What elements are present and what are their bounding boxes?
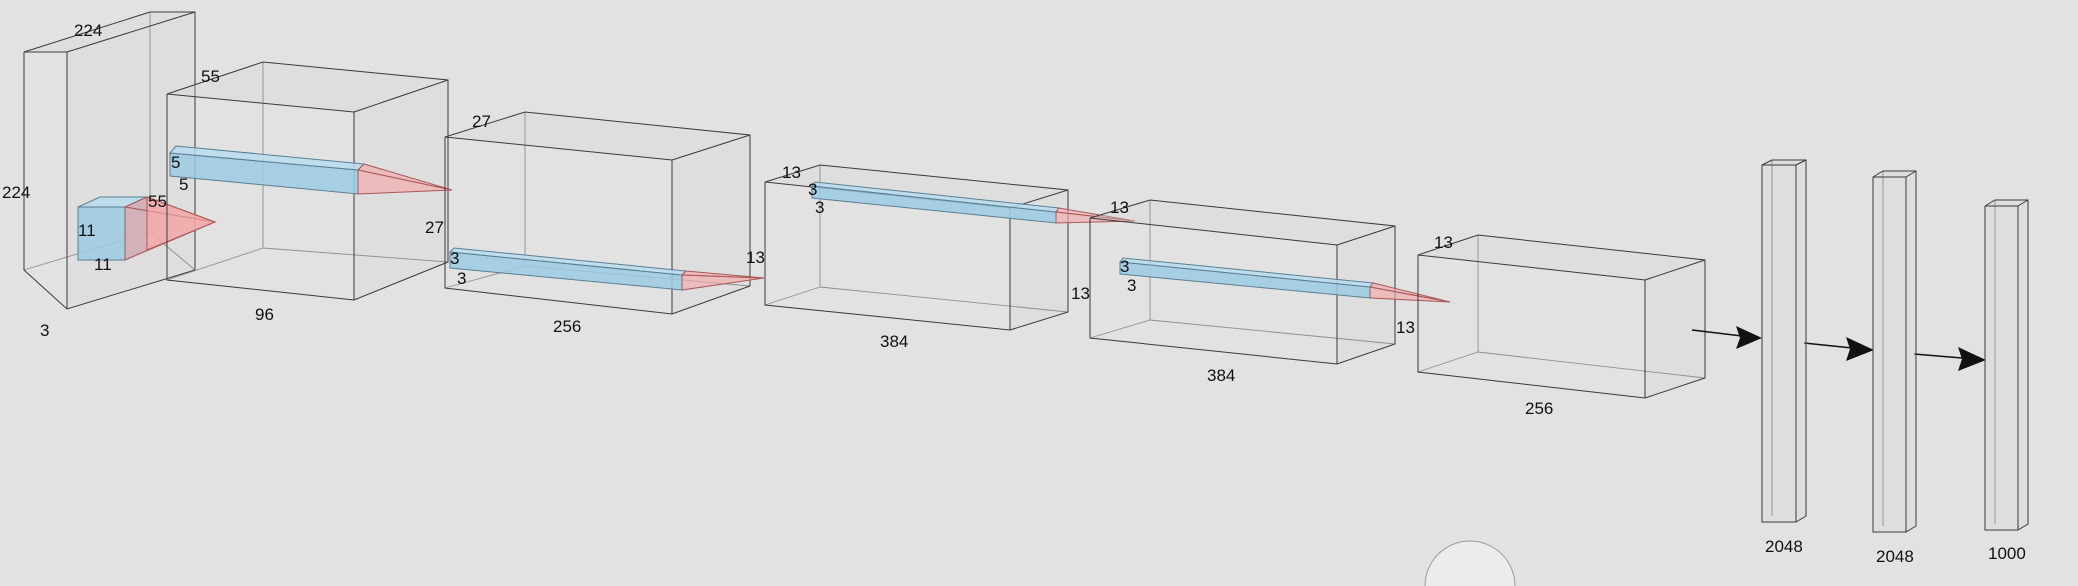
kernel-3x3-c — [1119, 257, 1451, 303]
kernel1-a-label: 11 — [78, 221, 96, 240]
partial-circle-decoration — [1424, 540, 1516, 586]
kernel2-a-label: 5 — [171, 153, 180, 172]
kernel5-b-label: 3 — [1127, 276, 1136, 295]
conv3-size-label: 13 — [782, 163, 801, 182]
kernel-3x3-a — [448, 247, 765, 291]
conv2-depth-label: 256 — [553, 317, 581, 336]
fc6-units-label: 2048 — [1765, 537, 1803, 556]
fc8-units-label: 1000 — [1988, 544, 2026, 563]
arrow-conv5-fc6 — [1691, 326, 1762, 349]
input-depth-label: 3 — [40, 321, 49, 340]
fc7-layer — [1872, 170, 1917, 533]
conv5-volume — [1417, 234, 1706, 399]
input-width-label: 224 — [74, 21, 102, 40]
fc6-layer — [1761, 159, 1807, 523]
kernel-11x11 — [77, 196, 217, 261]
kernel3-a-label: 3 — [450, 249, 459, 268]
kernel-3x3-b — [811, 181, 1136, 224]
conv4-target-label: 13 — [1396, 318, 1415, 337]
kernel3-b-label: 3 — [457, 269, 466, 288]
conv5-depth-label: 256 — [1525, 399, 1553, 418]
kernel1-target-label: 55 — [148, 192, 167, 211]
conv2-size-label: 27 — [472, 112, 491, 131]
input-height-label: 224 — [2, 183, 30, 202]
conv2-volume — [444, 111, 751, 315]
fc8-layer — [1984, 199, 2029, 531]
kernel2-b-label: 5 — [179, 175, 188, 194]
conv2-target-label: 13 — [746, 248, 765, 267]
kernel4-b-label: 3 — [815, 198, 824, 217]
conv4-size-label: 13 — [1110, 198, 1129, 217]
conv5-size-label: 13 — [1434, 233, 1453, 252]
conv4-depth-label: 384 — [1207, 366, 1235, 385]
fc7-units-label: 2048 — [1876, 547, 1914, 566]
arrow-fc7-fc8 — [1913, 347, 1986, 371]
conv1-size-label: 55 — [201, 67, 220, 86]
conv3-target-label: 13 — [1071, 284, 1090, 303]
conv1-depth-label: 96 — [255, 305, 274, 324]
kernel4-a-label: 3 — [808, 180, 817, 199]
kernel-5x5 — [168, 145, 453, 195]
conv1-volume — [166, 61, 449, 301]
conv1-target-label: 27 — [425, 218, 444, 237]
arrow-fc6-fc7 — [1803, 337, 1874, 361]
conv3-depth-label: 384 — [880, 332, 908, 351]
kernel1-b-label: 11 — [94, 255, 112, 274]
kernel5-a-label: 3 — [1120, 257, 1129, 276]
